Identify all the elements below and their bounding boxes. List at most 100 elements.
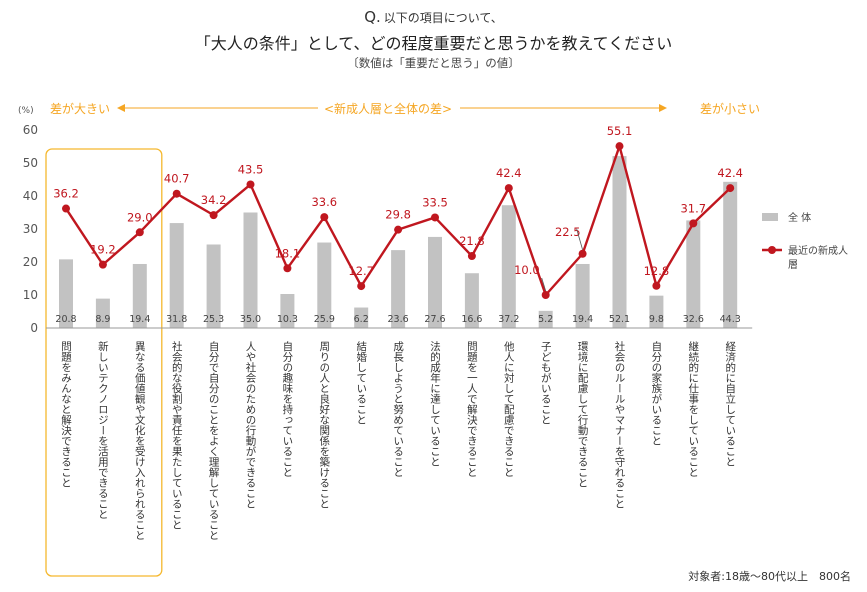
category-label: 社会のルールやマナーを守れること xyxy=(614,340,626,509)
line-point xyxy=(209,211,218,220)
line-point xyxy=(504,184,513,193)
bar-value-label: 23.6 xyxy=(388,314,409,325)
line-value-label: 19.2 xyxy=(90,243,116,257)
category-label: 環境に配慮して行動できること xyxy=(577,341,589,488)
bar xyxy=(59,259,73,328)
bar-value-label: 19.4 xyxy=(129,314,150,325)
line-point xyxy=(135,228,144,237)
chart-subtitle: 〔数値は「重要だと思う」の値〕 xyxy=(347,56,520,70)
bar-value-label: 31.8 xyxy=(166,314,187,325)
legend-bar-label: 全 体 xyxy=(788,211,811,224)
category-label: 自分の家族がいること xyxy=(650,340,662,446)
category-label: 社会的な役割や責任を果たしていること xyxy=(171,340,183,530)
line-point xyxy=(62,204,70,213)
bar xyxy=(428,236,442,328)
category-label: 自分で自分のことをよく理解していること xyxy=(208,340,220,540)
bar-value-label: 6.2 xyxy=(354,314,369,325)
bar-value-label: 37.2 xyxy=(498,314,519,325)
line-point xyxy=(320,213,329,222)
line-value-label: 34.2 xyxy=(201,193,227,207)
bar-value-label: 9.8 xyxy=(649,314,664,325)
question-mark: Q. xyxy=(364,8,381,26)
line-value-label: 36.2 xyxy=(53,187,79,201)
category-label: 自分の趣味を持っていること xyxy=(281,340,293,477)
y-tick-label: 60 xyxy=(23,123,38,137)
bar xyxy=(243,212,258,328)
line-value-label: 33.6 xyxy=(311,195,337,209)
bar xyxy=(649,295,664,328)
line-point xyxy=(652,281,661,290)
line-point xyxy=(726,184,735,193)
y-tick-label: 10 xyxy=(23,288,38,302)
y-tick-label: 40 xyxy=(23,189,38,203)
line-value-label: 31.7 xyxy=(680,201,706,215)
line-value-label: 18.1 xyxy=(275,246,301,260)
category-label: 法的成年に達していること xyxy=(429,340,441,467)
bar-value-label: 10.3 xyxy=(277,314,298,325)
bar xyxy=(317,242,332,328)
bar xyxy=(538,310,553,328)
chart-title: 「大人の条件」として、どの程度重要だと思うかを教えてください xyxy=(194,34,673,53)
bar-value-label: 16.6 xyxy=(461,314,482,325)
bar-value-label: 35.0 xyxy=(240,314,261,325)
line-point xyxy=(283,264,292,273)
bar xyxy=(686,220,701,328)
annotation-right: 差が小さい xyxy=(700,101,760,116)
arrow-left-icon xyxy=(117,104,125,112)
line-point xyxy=(467,252,476,261)
legend-line-point xyxy=(768,246,776,254)
y-unit-label: (%) xyxy=(18,106,34,116)
line-value-label: 22.5 xyxy=(555,225,581,239)
bar xyxy=(723,181,738,328)
line-value-label: 42.4 xyxy=(496,166,522,180)
category-label: 人や社会のための行動ができること xyxy=(245,341,257,509)
category-label: 周りの人と良好な関係を築けること xyxy=(318,341,330,509)
line-value-label: 55.1 xyxy=(607,124,633,138)
line-point xyxy=(246,180,255,189)
line-value-label: 43.5 xyxy=(238,162,264,176)
legend-line-label: 最近の新成人 xyxy=(788,244,848,257)
bar xyxy=(280,294,295,328)
arrow-right-icon xyxy=(659,104,667,112)
bar xyxy=(391,250,406,328)
line-point xyxy=(357,282,366,291)
line-value-label: 40.7 xyxy=(164,172,190,186)
bar xyxy=(575,263,590,328)
y-tick-label: 0 xyxy=(30,321,38,335)
bar xyxy=(354,307,369,328)
annotation-left: 差が大きい xyxy=(50,101,110,116)
bar-value-label: 20.8 xyxy=(55,314,76,325)
bar-value-label: 8.9 xyxy=(95,314,110,325)
bar-value-label: 44.3 xyxy=(720,314,741,325)
category-label: 他人に対して配慮できること xyxy=(503,340,515,477)
category-label: 異なる価値観や文化を受け入れられること xyxy=(134,341,146,541)
category-label: 問題をみんなと解決できること xyxy=(60,341,72,488)
question-line: Q. 以下の項目について、 xyxy=(0,8,867,26)
line-point xyxy=(689,219,698,228)
line-value-label: 33.5 xyxy=(422,195,448,209)
bar xyxy=(132,263,147,328)
line-value-label: 21.8 xyxy=(459,234,485,248)
bar-value-label: 27.6 xyxy=(424,314,445,325)
line-point xyxy=(394,225,403,234)
category-label: 経済的に自立していること xyxy=(724,340,736,467)
category-label: 結婚していること xyxy=(355,340,367,425)
bar-value-label: 19.4 xyxy=(572,314,593,325)
y-tick-label: 30 xyxy=(23,222,38,236)
line-value-label: 12.8 xyxy=(644,264,670,278)
line-value-label: 12.7 xyxy=(348,264,374,278)
category-label: 子どもがいること xyxy=(540,341,552,425)
bar-value-label: 32.6 xyxy=(683,314,704,325)
category-label: 新しいテクノロジーを活用できること xyxy=(97,340,109,519)
bar xyxy=(612,156,627,328)
legend-bar-swatch xyxy=(762,213,778,221)
bar xyxy=(169,223,184,328)
line-point xyxy=(541,291,550,299)
y-tick-label: 20 xyxy=(23,255,38,269)
line-point xyxy=(615,142,624,151)
line-point xyxy=(431,213,439,222)
category-label: 継続的に仕事をしていること xyxy=(687,340,699,477)
category-label: 問題を一人で解決できること xyxy=(466,341,478,478)
bar-value-label: 25.9 xyxy=(314,314,335,325)
